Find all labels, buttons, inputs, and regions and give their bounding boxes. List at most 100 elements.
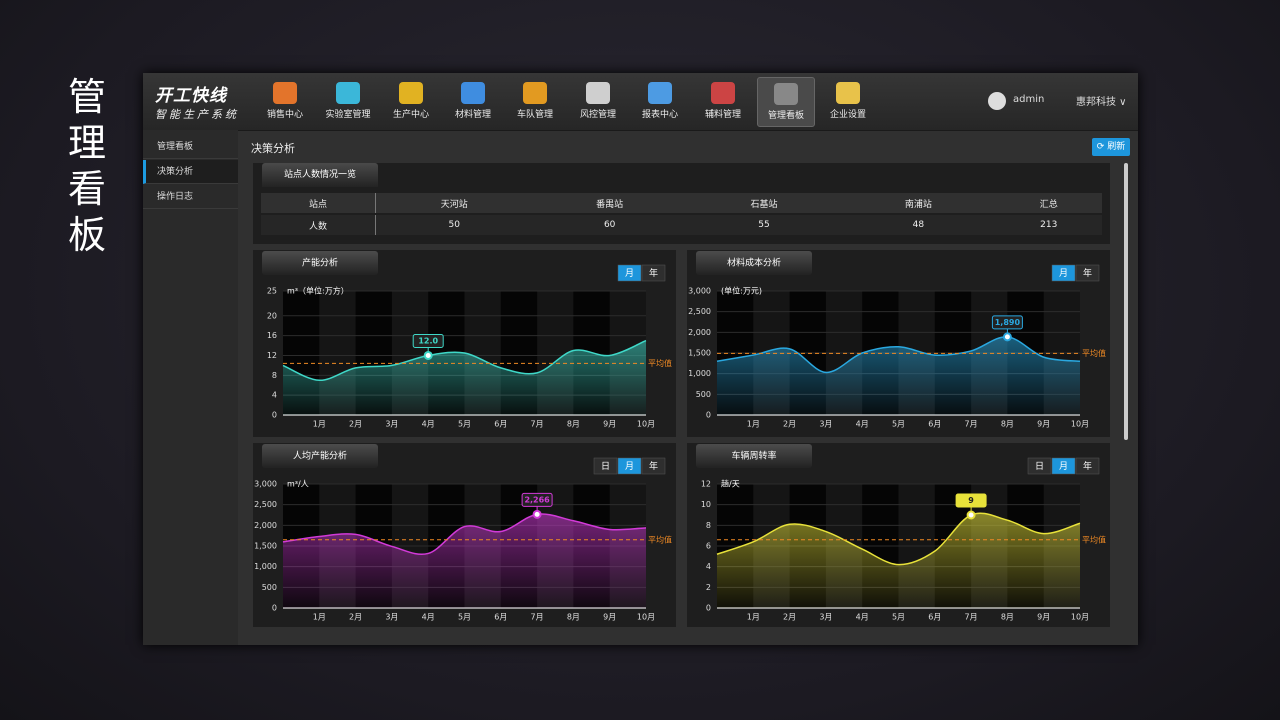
- period-button-label: 年: [1083, 267, 1092, 279]
- sidebar-item[interactable]: 管理看板: [143, 135, 238, 159]
- y-tick-label: 3,000: [254, 480, 277, 489]
- nav-item[interactable]: 风控管理: [570, 77, 626, 125]
- area: [717, 336, 1080, 415]
- period-button[interactable]: [641, 264, 666, 282]
- chart-tab: [262, 444, 378, 468]
- marker-box: [412, 333, 444, 348]
- nav-label: 风控管理: [579, 110, 616, 120]
- period-button[interactable]: [617, 457, 642, 475]
- x-tick-label: 1月: [313, 613, 326, 622]
- nav-label: 企业设置: [829, 110, 866, 120]
- nav-item[interactable]: 材料管理: [445, 77, 501, 125]
- y-tick-label: 1,500: [254, 542, 277, 551]
- table-cell: 55: [686, 214, 842, 237]
- avatar[interactable]: [988, 92, 1006, 110]
- x-tick-label: 8月: [567, 613, 580, 622]
- x-tick-label: 9月: [603, 613, 616, 622]
- nav-icon: [648, 82, 672, 104]
- nav-icon: [461, 82, 485, 104]
- x-tick-label: 3月: [385, 613, 398, 622]
- refresh-button[interactable]: ⟳ 刷新: [1092, 138, 1130, 156]
- average-label: 平均值: [1082, 348, 1106, 358]
- period-button[interactable]: [593, 457, 618, 475]
- x-tick-label: 9月: [1037, 613, 1050, 622]
- y-tick-label: 2,000: [688, 328, 711, 337]
- period-button[interactable]: [1051, 457, 1076, 475]
- table-header-cell: 石基站: [686, 193, 842, 215]
- period-button[interactable]: [617, 264, 642, 282]
- nav-item[interactable]: 车队管理: [507, 77, 563, 125]
- nav-icon: [399, 82, 423, 104]
- table-header-cell: 南浦站: [841, 193, 996, 215]
- y-tick-label: 20: [267, 311, 277, 320]
- scrollbar[interactable]: [1124, 163, 1128, 440]
- x-tick-label: 10月: [637, 613, 655, 622]
- company[interactable]: 惠邦科技 ∨: [1076, 97, 1127, 108]
- user[interactable]: admin: [1013, 94, 1045, 105]
- x-tick-label: 7月: [965, 613, 978, 622]
- line: [282, 513, 647, 555]
- nav-icon: [836, 82, 860, 104]
- x-tick-label: 4月: [422, 613, 435, 622]
- nav-label: 材料管理: [454, 110, 491, 120]
- y-tick-label: 2,500: [254, 500, 277, 509]
- sidebar-item[interactable]: 决策分析: [143, 160, 238, 184]
- period-button-label: 年: [649, 267, 658, 279]
- nav-item[interactable]: 报表中心: [632, 77, 688, 125]
- average-label: 平均值: [648, 358, 672, 368]
- period-button-label: 月: [625, 268, 634, 279]
- marker-box: [955, 493, 987, 508]
- nav-label: 车队管理: [516, 110, 553, 120]
- y-tick-label: 4: [706, 562, 711, 571]
- page-title: 管理看板: [67, 75, 106, 257]
- period-button-label: 年: [1083, 460, 1092, 472]
- x-tick-label: 2月: [349, 613, 362, 622]
- nav-item[interactable]: 辅料管理: [695, 77, 751, 125]
- sidebar: 管理看板 决策分析 操作日志: [143, 130, 238, 645]
- x-tick-label: 6月: [494, 613, 507, 622]
- table-header-cell: 站点: [261, 193, 376, 215]
- top-bar: 开工快线 智能生产系统 销售中心 实验室管理 生产中心 材料管理 车队管理 风控管理 报表中…: [143, 73, 1138, 131]
- y-axis-label: m³/人: [287, 480, 309, 489]
- table-row: 人数 50 60 55 48 213: [261, 214, 1102, 237]
- y-tick-label: 3,000: [688, 287, 711, 296]
- period-button[interactable]: [1075, 264, 1100, 282]
- marker-label: 9: [968, 496, 974, 505]
- table-title: 站点人数情况一览: [262, 163, 378, 187]
- period-button-label: 月: [1059, 268, 1068, 279]
- x-tick-label: 8月: [1001, 613, 1014, 622]
- y-axis-label: (单位:万元): [721, 286, 762, 296]
- period-button[interactable]: [1027, 457, 1052, 475]
- nav-item[interactable]: 管理看板: [757, 77, 815, 127]
- x-tick-label: 4月: [422, 420, 435, 429]
- period-button[interactable]: [1051, 264, 1076, 282]
- x-tick-label: 6月: [494, 420, 507, 429]
- period-button[interactable]: [1075, 457, 1100, 475]
- x-tick-label: 5月: [892, 420, 905, 429]
- nav-item[interactable]: 生产中心: [383, 77, 439, 125]
- table-header-cell: 天河站: [375, 193, 533, 215]
- x-tick-label: 9月: [1037, 420, 1050, 429]
- marker-label: 1,890: [995, 318, 1021, 327]
- period-button[interactable]: [641, 457, 666, 475]
- period-button-label: 月: [1059, 461, 1068, 472]
- nav-item[interactable]: 销售中心: [257, 77, 313, 125]
- nav-icon: [273, 82, 297, 104]
- table: 站点 天河站 番禺站 石基站 南浦站 汇总 人数 50 60 55 48 213: [261, 193, 1102, 237]
- nav-item[interactable]: 企业设置: [820, 77, 876, 125]
- y-tick-label: 8: [272, 371, 277, 380]
- marker-label: 2,266: [524, 495, 550, 504]
- y-tick-label: 25: [267, 287, 277, 296]
- x-tick-label: 9月: [603, 420, 616, 429]
- line: [716, 336, 1081, 374]
- x-tick-label: 7月: [531, 613, 544, 622]
- sidebar-item[interactable]: 操作日志: [143, 185, 238, 209]
- area: [283, 340, 646, 415]
- x-tick-label: 3月: [819, 613, 832, 622]
- line: [282, 339, 647, 382]
- nav-item[interactable]: 实验室管理: [320, 77, 376, 125]
- table-header-cell: 番禺站: [532, 193, 687, 215]
- chart-tab: [262, 251, 378, 275]
